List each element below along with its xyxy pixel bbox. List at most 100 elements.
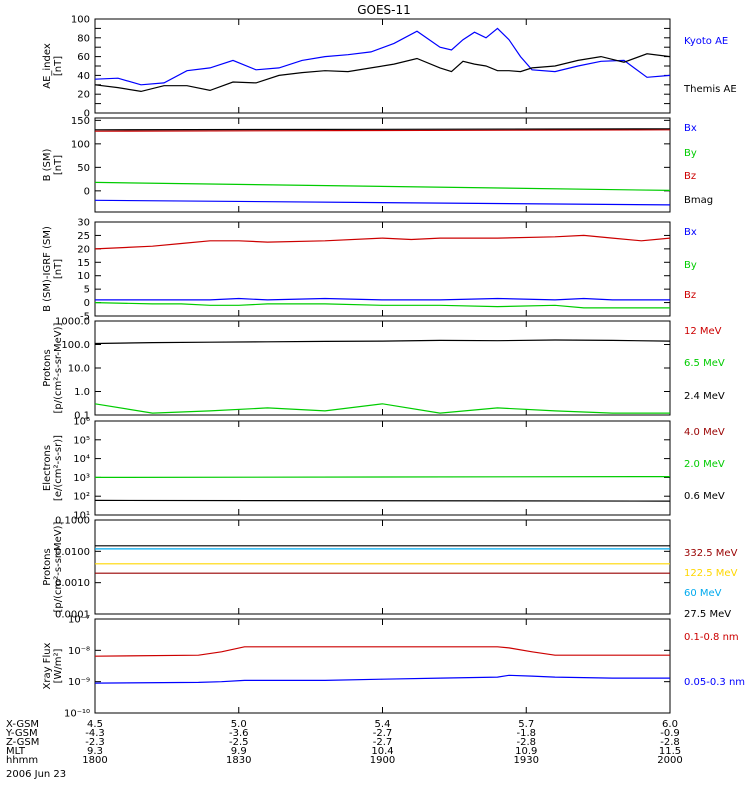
- legend-entry: Themis AE: [683, 84, 737, 95]
- x-axis-row-label: hhmm: [6, 755, 38, 766]
- series-line-2-0-mev: [94, 476, 671, 478]
- y-tick-label: 10⁵: [73, 435, 90, 446]
- y-tick-label: 0: [84, 109, 90, 120]
- y-tick-label: 100: [71, 139, 90, 150]
- y-tick-label: 100.0: [61, 340, 90, 351]
- legend-entry: 122.5 MeV: [684, 568, 738, 579]
- panel-7: 10⁻¹⁰ 10⁻⁹ 10⁻⁸ 10⁻⁷ Xray Flux [W/m²] 0.1-0.8 …: [42, 615, 745, 720]
- y-axis-label: [e/(cm²-s-sr)]: [53, 435, 64, 501]
- x-axis-tick-value: 4.5: [87, 719, 103, 730]
- series-line-bz: [94, 129, 671, 132]
- series-line-kyoto-ae: [94, 27, 671, 86]
- legend-entry: 0.6 MeV: [684, 491, 725, 502]
- y-tick-label: 100: [71, 15, 90, 26]
- legend-entry: 27.5 MeV: [684, 609, 731, 620]
- y-tick-label: 10⁻¹⁰: [64, 709, 90, 720]
- x-axis-tick-value: 5.7: [518, 719, 534, 730]
- panel-1: 0 20 40 60 80 100 AE_index [nT] Kyoto AE Themis A…: [42, 15, 737, 120]
- legend-entry: 0.05-0.3 nm: [684, 677, 745, 688]
- panel-frame: [94, 519, 671, 615]
- x-axis-tick-value: -3.6: [229, 728, 249, 739]
- x-axis-tick-value: 1830: [226, 755, 251, 766]
- series-line-by: [94, 181, 671, 191]
- x-axis-tick-value: -2.7: [373, 728, 393, 739]
- y-tick-label: 25: [77, 231, 90, 242]
- x-axis-row-label: MLT: [6, 746, 26, 757]
- y-tick-label: 30: [77, 218, 90, 229]
- y-tick-label: 20: [77, 90, 90, 101]
- x-axis-tick-value: -2.3: [85, 737, 105, 748]
- legend-entry: 6.5 MeV: [684, 358, 725, 369]
- y-tick-label: 50: [77, 163, 90, 174]
- x-axis-tick-value: 10.9: [515, 746, 537, 757]
- y-tick-label: 0.0001: [55, 610, 90, 621]
- panel-6: 0.0001 0.0010 0.0100 0.1000 Protons [p/(cm²-s…: [42, 516, 738, 621]
- y-tick-label: 60: [77, 52, 90, 63]
- y-tick-label: 10⁶: [73, 417, 90, 428]
- legend-entry: By: [684, 148, 697, 159]
- series-line-0-1-0-8-nm: [94, 646, 670, 657]
- y-axis-label: AE_index: [42, 43, 53, 89]
- legend-entry: 2.0 MeV: [684, 459, 725, 470]
- x-axis-tick-value: 1930: [514, 755, 539, 766]
- series-line-0-05-0-3-nm: [94, 674, 670, 684]
- x-axis-tick-value: 5.0: [231, 719, 247, 730]
- y-axis-label: B (SM)-IGRF (SM): [42, 226, 53, 312]
- y-tick-label: 10²: [73, 492, 90, 503]
- legend-entry: 2.4 MeV: [684, 391, 725, 402]
- series-line-bx: [94, 199, 671, 206]
- legend-entry: Bmag: [684, 195, 713, 206]
- x-axis-tick-value: -4.3: [85, 728, 105, 739]
- y-axis-label: [nT]: [53, 56, 64, 76]
- series-line-0-6-mev: [94, 499, 671, 502]
- legend-entry: 4.0 MeV: [684, 427, 725, 438]
- y-axis-label: B (SM): [42, 148, 53, 181]
- x-axis-tick-value: 6.0: [662, 719, 678, 730]
- y-tick-label: 10⁻⁷: [68, 615, 90, 626]
- y-tick-label: 15: [77, 258, 90, 269]
- y-axis-label: [nT]: [53, 259, 64, 279]
- y-tick-label: 5: [84, 285, 90, 296]
- y-tick-label: 0: [84, 298, 90, 309]
- x-axis-tick-value: -1.8: [516, 728, 536, 739]
- figure-title: GOES-11: [357, 3, 411, 17]
- legend-entry: 60 MeV: [684, 588, 722, 599]
- x-axis-tick-value: 11.5: [659, 746, 681, 757]
- x-axis-tick-value: -2.8: [516, 737, 536, 748]
- y-tick-label: 10¹: [73, 511, 90, 522]
- y-tick-label: 10⁴: [73, 454, 90, 465]
- legend-entry: Bx: [684, 227, 697, 238]
- y-tick-label: 10⁻⁹: [68, 677, 90, 688]
- y-tick-label: 1.0: [74, 387, 90, 398]
- x-axis-row-label: Y-GSM: [5, 728, 38, 739]
- legend-entry: Kyoto AE: [684, 36, 728, 47]
- x-axis-tick-value: -0.9: [660, 728, 680, 739]
- legend-entry: 0.1-0.8 nm: [684, 632, 739, 643]
- panel-frame: [94, 320, 671, 416]
- y-tick-label: 1000.0: [55, 317, 90, 328]
- legend-entry: 332.5 MeV: [684, 548, 738, 559]
- y-tick-label: 0: [84, 186, 90, 197]
- panel-2: 0 50 100 150 B (SM) [nT] Bx By Bz Bmag: [42, 116, 713, 213]
- series-line-bx: [95, 297, 670, 301]
- legend-entry: 12 MeV: [684, 326, 722, 337]
- x-axis-tick-value: -2.8: [660, 737, 680, 748]
- y-tick-label: 0.1: [74, 411, 90, 422]
- y-tick-label: 10.0: [68, 364, 90, 375]
- x-axis-tick-value: -2.7: [373, 737, 393, 748]
- y-axis-label: Protons: [42, 548, 53, 585]
- panel-frame: [94, 618, 671, 714]
- x-axis-tick-value: 10.4: [371, 746, 393, 757]
- x-axis-tick-value: 1800: [82, 755, 107, 766]
- y-tick-label: 20: [77, 244, 90, 255]
- series-line-themis-ae: [94, 53, 671, 93]
- y-axis-label: [p/(cm²-s-sr-MeV)]: [53, 521, 64, 612]
- panel-5: 10¹ 10² 10³ 10⁴ 10⁵ 10⁶ Electrons [e/(cm²-s-sr)…: [42, 417, 725, 522]
- y-tick-label: -5: [80, 312, 90, 323]
- series-line-bz: [94, 234, 671, 250]
- x-axis-tick-value: 5.4: [375, 719, 391, 730]
- y-tick-label: 150: [71, 116, 90, 127]
- series-line-by: [94, 302, 670, 309]
